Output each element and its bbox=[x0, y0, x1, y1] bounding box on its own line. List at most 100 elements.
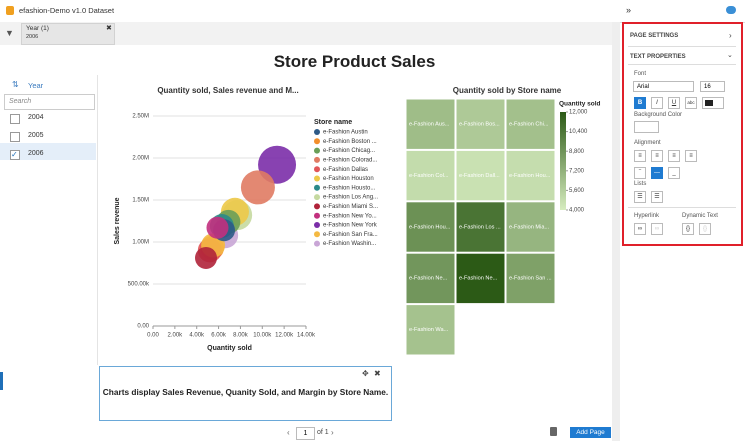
page-input[interactable]: 1 bbox=[296, 427, 315, 440]
chevron[interactable]: › bbox=[729, 31, 732, 40]
color-picker[interactable] bbox=[702, 97, 724, 109]
close-icon[interactable]: ✖ bbox=[374, 369, 381, 378]
legend-marker bbox=[314, 147, 320, 154]
text-box[interactable] bbox=[99, 366, 392, 421]
text-properties[interactable]: TEXT PROPERTIES bbox=[630, 54, 686, 60]
x-tick-label: 2.00k bbox=[168, 333, 184, 339]
tile bbox=[455, 98, 506, 150]
legend-title: Store name bbox=[314, 119, 352, 126]
underline-button[interactable]: U bbox=[668, 97, 680, 109]
lists-label: Lists bbox=[634, 181, 647, 187]
dynamic-text-clear[interactable]: {} bbox=[699, 223, 711, 235]
align-right[interactable]: ≡ bbox=[668, 150, 680, 162]
legend-label: e-Fashion Austin bbox=[323, 130, 368, 136]
tile-label: e-Fashion Hou... bbox=[409, 224, 451, 230]
tile bbox=[455, 149, 506, 202]
legend-marker bbox=[314, 129, 320, 135]
tile bbox=[455, 252, 506, 305]
separator bbox=[628, 207, 736, 208]
legend-marker bbox=[314, 194, 320, 201]
legend-label: e-Fashion Miami S... bbox=[323, 204, 378, 210]
legend-marker bbox=[314, 212, 320, 219]
align-justify[interactable]: ≡ bbox=[685, 150, 697, 162]
checkbox[interactable]: ✓ bbox=[10, 150, 20, 160]
filter-chip[interactable] bbox=[21, 23, 115, 45]
legend-marker bbox=[314, 240, 320, 247]
font-select[interactable]: Arial bbox=[633, 81, 694, 92]
legend-marker bbox=[314, 166, 320, 173]
alignment-label: Alignment bbox=[634, 140, 661, 146]
text-box-text: Charts display Sales Revenue, Quanity So… bbox=[102, 387, 389, 397]
legend-marker bbox=[314, 156, 320, 163]
link-button[interactable]: ∞ bbox=[634, 223, 646, 235]
hyperlink-label: Hyperlink bbox=[634, 213, 660, 219]
legend-label: e-Fashion Housto... bbox=[323, 185, 376, 191]
checkbox[interactable] bbox=[10, 132, 20, 142]
year-item[interactable]: 2004 bbox=[28, 114, 44, 121]
sync-icon[interactable] bbox=[726, 6, 736, 14]
add-page-button[interactable]: Add Page bbox=[570, 427, 611, 438]
tile bbox=[505, 252, 556, 305]
checkbox[interactable] bbox=[10, 114, 20, 124]
legend-label: e-Fashion New York bbox=[323, 223, 378, 229]
year-item[interactable]: 2006 bbox=[28, 150, 44, 157]
search-box[interactable] bbox=[4, 94, 95, 110]
x-tick-label: 14.00k bbox=[297, 333, 316, 339]
tile bbox=[505, 201, 556, 253]
move-icon[interactable]: ✥ bbox=[362, 369, 369, 378]
sort-icon[interactable]: ⇅ bbox=[12, 80, 19, 89]
tile bbox=[455, 201, 506, 253]
x-tick-label: 12.00k bbox=[275, 333, 294, 339]
legend-label: e-Fashion Chicag... bbox=[323, 148, 375, 154]
prev-page[interactable]: ‹ bbox=[287, 428, 290, 437]
align-center[interactable]: ≡ bbox=[651, 150, 663, 162]
unlink-button[interactable]: ∞ bbox=[651, 223, 663, 235]
tile-label: e-Fashion Aus... bbox=[409, 121, 450, 127]
number-list[interactable]: ☰ bbox=[651, 191, 663, 203]
strike-button[interactable]: abc bbox=[685, 97, 697, 109]
tile bbox=[405, 98, 456, 150]
next-page[interactable]: › bbox=[331, 428, 334, 437]
selected-row bbox=[0, 143, 96, 160]
logo bbox=[6, 6, 14, 15]
align-left[interactable]: ≡ bbox=[634, 150, 646, 162]
y-tick-label: 2.00M bbox=[132, 156, 149, 162]
delete-icon[interactable] bbox=[550, 427, 557, 436]
legend-label: e-Fashion Boston ... bbox=[323, 139, 377, 145]
bold-button[interactable]: B bbox=[634, 97, 646, 109]
italic-button[interactable]: I bbox=[651, 97, 663, 109]
filter-close[interactable]: ✖ bbox=[106, 25, 112, 32]
legend-marker bbox=[314, 222, 320, 228]
page-settings[interactable]: PAGE SETTINGS bbox=[630, 33, 679, 39]
dynamic-text-button[interactable]: {} bbox=[682, 223, 694, 235]
valign-bottom[interactable]: _ bbox=[668, 167, 680, 179]
color-tick-label: 4,000 bbox=[569, 208, 585, 214]
tile-label: e-Fashion Los ... bbox=[459, 224, 501, 230]
legend-marker bbox=[314, 203, 320, 210]
y-tick-label: 500.00k bbox=[128, 282, 150, 288]
bubble bbox=[240, 170, 275, 205]
background-select[interactable] bbox=[634, 121, 659, 133]
properties-panel bbox=[622, 22, 743, 246]
tile-label: e-Fashion Ne... bbox=[459, 276, 498, 282]
filter-icon[interactable]: ▼ bbox=[5, 28, 14, 38]
collapse-icon[interactable]: » bbox=[626, 5, 632, 15]
tile-label: e-Fashion Hou... bbox=[509, 173, 551, 179]
valign-middle[interactable]: — bbox=[651, 167, 663, 179]
y-axis-label: Sales revenue bbox=[114, 197, 121, 244]
color-tick-label: 5,600 bbox=[569, 188, 585, 194]
color-tick-label: 8,800 bbox=[569, 149, 585, 155]
x-axis-label: Quantity sold bbox=[207, 345, 252, 352]
chevron-down[interactable]: ⌄ bbox=[727, 52, 733, 59]
size-select[interactable]: 16 bbox=[700, 81, 725, 92]
bullet-list[interactable]: ☰ bbox=[634, 191, 646, 203]
page-title: Store Product Sales bbox=[273, 52, 436, 71]
filter-bar bbox=[0, 22, 612, 45]
color-tick-label: 12,000 bbox=[569, 110, 588, 116]
y-tick-label: 2.50M bbox=[132, 114, 149, 120]
x-tick-label: 0.00 bbox=[147, 333, 159, 339]
year-item[interactable]: 2005 bbox=[28, 132, 44, 139]
valign-top[interactable]: ‾ bbox=[634, 167, 646, 179]
tile-label: e-Fashion Ne... bbox=[409, 276, 448, 282]
